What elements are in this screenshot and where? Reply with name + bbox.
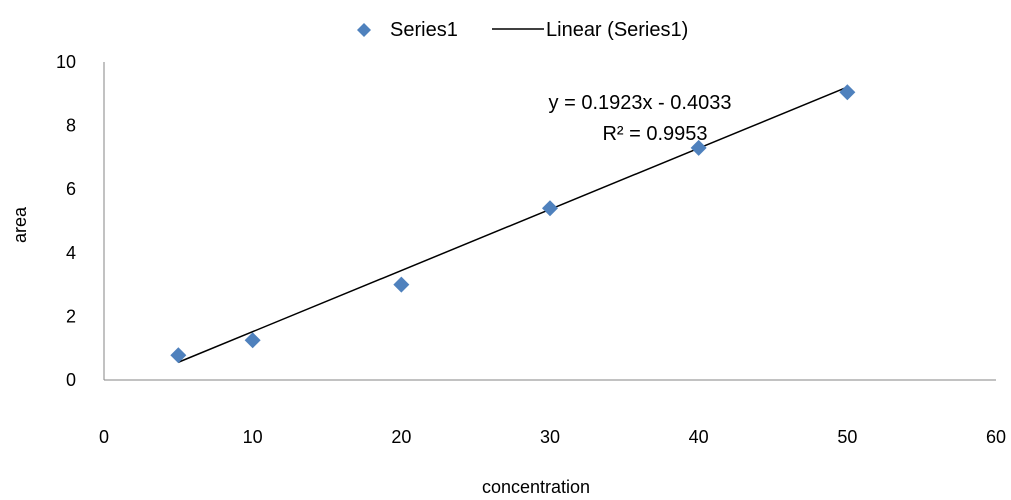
x-tick-label: 40 — [689, 427, 709, 447]
x-axis-ticks: 0 10 20 30 40 50 60 — [99, 427, 1006, 447]
trendline-linear — [178, 86, 848, 363]
series1-points — [170, 84, 856, 364]
y-tick-label: 8 — [66, 116, 76, 136]
x-tick-label: 30 — [540, 427, 560, 447]
trendline-equation: y = 0.1923x - 0.4033 — [549, 92, 732, 114]
legend-marker-diamond — [357, 23, 371, 37]
data-point — [244, 332, 261, 349]
legend-series1-label: Series1 — [390, 19, 458, 41]
data-point — [839, 84, 856, 101]
trendline-r-squared: R² = 0.9953 — [602, 123, 707, 145]
x-tick-label: 10 — [243, 427, 263, 447]
y-axis-title: area — [10, 206, 30, 243]
y-tick-label: 4 — [66, 243, 76, 263]
data-point — [393, 276, 410, 293]
legend: Series1 Linear (Series1) — [357, 19, 688, 41]
data-point — [690, 139, 707, 156]
y-tick-label: 6 — [66, 179, 76, 199]
x-tick-label: 50 — [837, 427, 857, 447]
x-tick-label: 20 — [391, 427, 411, 447]
y-tick-label: 10 — [56, 52, 76, 72]
y-tick-label: 2 — [66, 306, 76, 326]
x-tick-label: 0 — [99, 427, 109, 447]
y-axis-ticks: 0 2 4 6 8 10 — [56, 52, 76, 390]
data-point — [542, 200, 558, 217]
x-axis-title: concentration — [482, 477, 590, 495]
y-tick-label: 0 — [66, 370, 76, 390]
legend-series1-marker — [357, 23, 371, 37]
legend-trendline-label: Linear (Series1) — [546, 19, 688, 41]
x-tick-label: 60 — [986, 427, 1006, 447]
axes: 0 10 20 30 40 50 60 0 2 4 6 8 10 — [56, 52, 1006, 447]
data-point — [170, 347, 187, 364]
